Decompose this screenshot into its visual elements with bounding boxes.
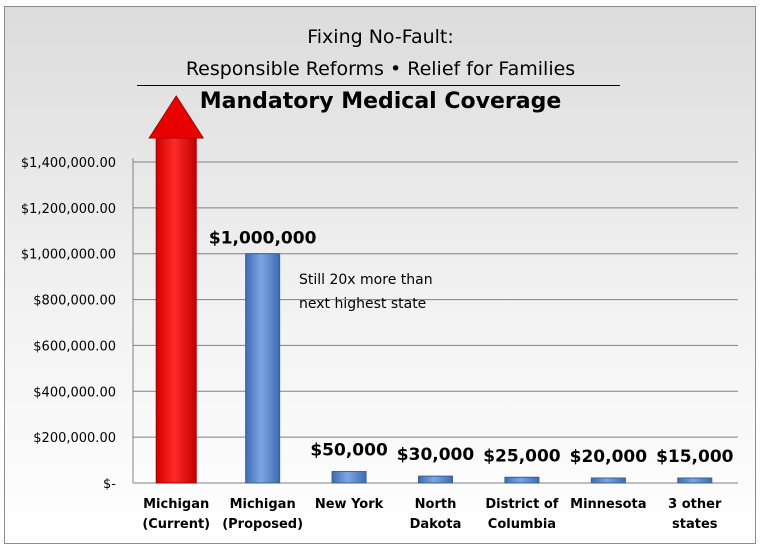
y-tick-label: $600,000.00	[33, 339, 116, 354]
y-tick-label: $200,000.00	[33, 431, 116, 446]
y-tick-label: $1,000,000.00	[21, 248, 116, 263]
x-tick-label: Michigan	[230, 497, 296, 512]
x-tick-label: District of	[485, 497, 558, 512]
x-tick-label: Michigan	[143, 497, 209, 512]
unlimited-arrow-icon	[148, 95, 205, 139]
x-tick-label: (Proposed)	[222, 517, 303, 532]
data-label: $1,000,000	[209, 229, 317, 249]
x-tick-label: states	[672, 517, 718, 532]
y-tick-label: $1,400,000.00	[21, 156, 116, 171]
bar	[677, 477, 713, 484]
data-label: $20,000	[570, 447, 648, 467]
chart-frame	[4, 6, 756, 544]
y-tick-label: $-	[103, 477, 116, 492]
y-tick-label: $1,200,000.00	[21, 202, 116, 217]
heading-divider	[137, 85, 620, 86]
y-tick-label: $400,000.00	[33, 385, 116, 400]
x-tick-label: Dakota	[410, 517, 462, 532]
bar-michigan-current	[155, 137, 197, 484]
x-tick-label: 3 other	[668, 497, 722, 512]
bar	[331, 471, 367, 484]
annotation-text: Still 20x more than	[299, 272, 433, 288]
annotation-text: next highest state	[299, 296, 426, 312]
data-label: $30,000	[397, 445, 475, 465]
bar	[418, 475, 453, 484]
data-label: $15,000	[656, 447, 734, 467]
x-tick-label: Columbia	[488, 517, 556, 532]
x-tick-label: New York	[315, 497, 384, 512]
x-tick-label: North	[415, 497, 457, 512]
data-label: $25,000	[483, 446, 561, 466]
chart-title: Mandatory Medical Coverage	[199, 89, 562, 114]
chart-heading-line-2: Responsible Reforms • Relief for Familie…	[185, 58, 576, 80]
bar	[590, 477, 626, 484]
bar	[504, 476, 540, 484]
y-tick-label: $800,000.00	[33, 294, 116, 309]
data-label: $50,000	[310, 441, 388, 461]
x-tick-label: (Current)	[142, 517, 210, 532]
x-tick-label: Minnesota	[570, 497, 646, 512]
bar	[245, 253, 281, 484]
chart-heading-line-1: Fixing No-Fault:	[307, 26, 454, 48]
